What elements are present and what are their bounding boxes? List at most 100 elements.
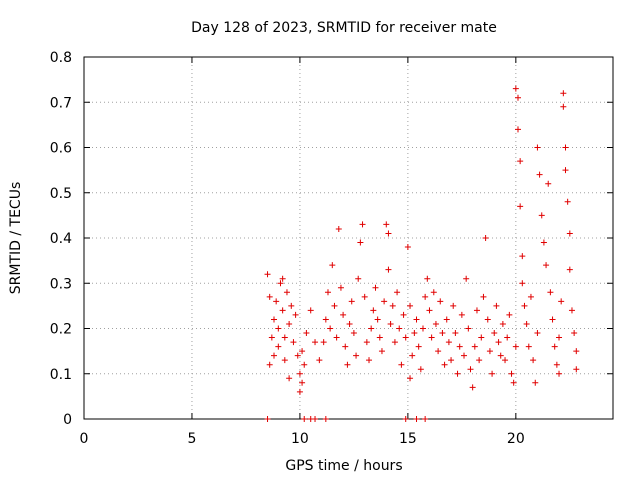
x-tick-label: 0 [80, 431, 89, 447]
data-point [381, 298, 388, 305]
data-point [525, 343, 532, 350]
data-point [331, 302, 338, 309]
data-point [560, 103, 567, 110]
data-point [486, 348, 493, 355]
data-point [383, 221, 390, 228]
data-point [545, 180, 552, 187]
data-point [370, 307, 377, 314]
data-point [508, 370, 515, 377]
data-point [283, 289, 290, 296]
data-point [422, 293, 429, 300]
data-point [504, 334, 511, 341]
data-point [374, 316, 381, 323]
data-point [353, 352, 360, 359]
data-point [268, 334, 275, 341]
data-point [387, 320, 394, 327]
x-tick-label: 10 [291, 431, 309, 447]
data-point [312, 339, 319, 346]
data-point [469, 384, 476, 391]
data-point [506, 311, 513, 318]
data-point [493, 302, 500, 309]
data-point [473, 307, 480, 314]
data-point [476, 357, 483, 364]
data-point [536, 171, 543, 178]
data-point [396, 325, 403, 332]
data-point [441, 361, 448, 368]
data-point [540, 239, 547, 246]
data-point [402, 416, 409, 422]
data-point [443, 316, 450, 323]
data-point [400, 311, 407, 318]
data-point [292, 311, 299, 318]
data-point [271, 316, 278, 323]
data-point [510, 379, 517, 386]
data-point [482, 235, 489, 241]
axis-ticks: 0 5 10 15 20 0 0.1 0.2 0.3 0.4 0.5 0.6 0.7 0.8 [50, 50, 613, 447]
data-point [471, 343, 478, 350]
data-point [456, 343, 463, 350]
y-tick-label: 0.4 [50, 231, 72, 247]
data-point [266, 361, 273, 368]
data-point [398, 361, 405, 368]
data-point [361, 293, 368, 300]
data-point [413, 416, 420, 422]
data-point [355, 275, 362, 282]
data-point [320, 339, 327, 346]
data-point [562, 144, 569, 151]
chart-title: Day 128 of 2023, SRMTID for receiver mat… [191, 20, 497, 36]
data-point [463, 275, 470, 282]
data-point [422, 416, 429, 422]
data-point [342, 343, 349, 350]
x-axis-label: GPS time / hours [285, 458, 402, 474]
data-point [448, 357, 455, 364]
data-point [264, 271, 271, 278]
data-point [519, 280, 526, 287]
x-tick-label: 20 [507, 431, 525, 447]
data-point [286, 375, 293, 382]
data-point [346, 320, 353, 327]
data-point [322, 416, 329, 422]
data-point [372, 284, 379, 291]
data-point [437, 298, 444, 305]
data-point [389, 302, 396, 309]
data-point [568, 307, 575, 314]
data-point [299, 348, 306, 355]
y-tick-label: 0.6 [50, 141, 72, 157]
y-tick-label: 0.1 [50, 367, 72, 383]
data-point [286, 320, 293, 327]
data-point [424, 275, 431, 282]
data-point [337, 284, 344, 291]
data-point [303, 330, 310, 337]
y-tick-label: 0.5 [50, 186, 72, 202]
data-point [461, 352, 468, 359]
data-point [385, 266, 392, 273]
data-point [430, 289, 437, 296]
data-point [512, 343, 519, 350]
data-point [566, 266, 573, 273]
data-points [264, 85, 580, 422]
data-point [502, 357, 509, 364]
data-point [281, 334, 288, 341]
data-point [428, 334, 435, 341]
data-point [480, 293, 487, 300]
y-tick-label: 0.8 [50, 50, 72, 66]
x-tick-label: 15 [399, 431, 417, 447]
data-point [527, 293, 534, 300]
data-point [445, 339, 452, 346]
data-point [530, 357, 537, 364]
data-point [558, 298, 565, 305]
data-point [512, 85, 519, 92]
data-point [299, 379, 306, 386]
data-point [335, 225, 342, 232]
data-point [562, 167, 569, 174]
data-point [532, 379, 539, 386]
data-point [277, 280, 284, 287]
data-point [350, 330, 357, 337]
data-point [316, 357, 323, 364]
data-point [288, 302, 295, 309]
data-point [307, 307, 314, 314]
data-point [290, 339, 297, 346]
data-point [363, 339, 370, 346]
data-point [344, 361, 351, 368]
